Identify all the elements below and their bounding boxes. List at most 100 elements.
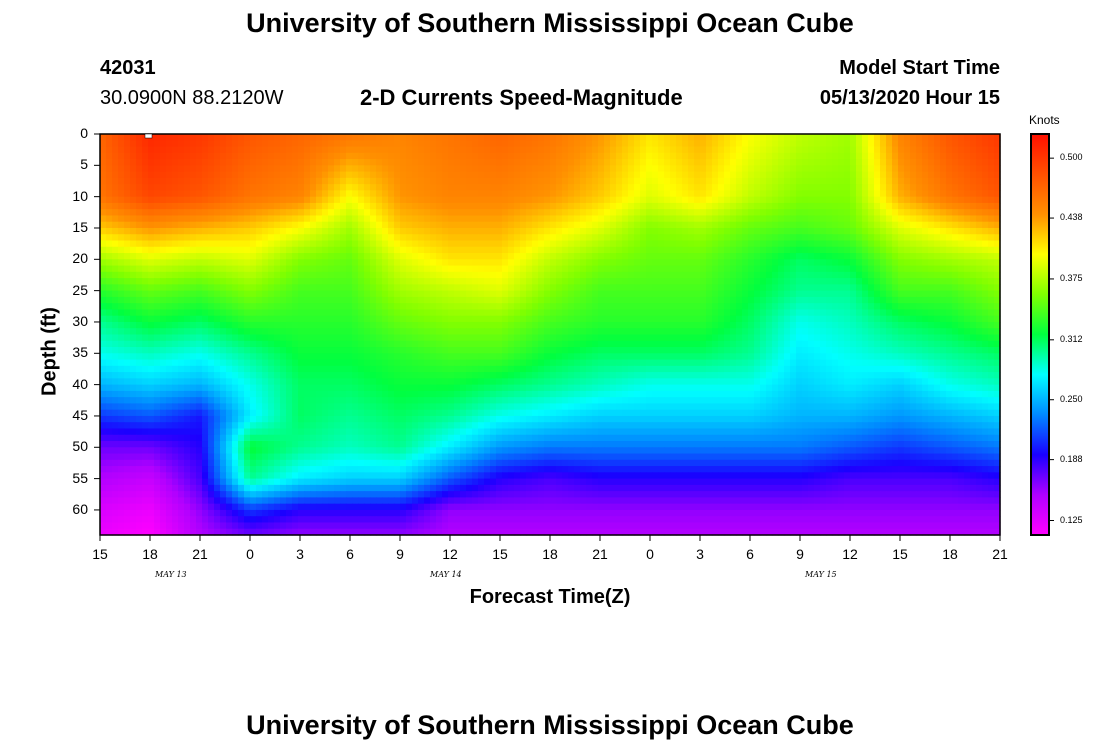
heatmap-cell: [112, 177, 119, 185]
heatmap-cell: [142, 303, 149, 311]
heatmap-cell: [316, 209, 323, 217]
heatmap-cell: [670, 271, 677, 279]
heatmap-cell: [736, 215, 743, 223]
heatmap-cell: [280, 184, 287, 191]
heatmap-cell: [304, 246, 311, 254]
heatmap-cell: [808, 221, 815, 229]
heatmap-cell: [202, 146, 209, 154]
heatmap-cell: [964, 240, 971, 248]
heatmap-cell: [526, 259, 533, 267]
heatmap-cell: [190, 259, 197, 267]
heatmap-cell: [508, 315, 515, 323]
heatmap-cell: [574, 290, 581, 298]
heatmap-cell: [364, 259, 371, 267]
heatmap-cell: [874, 215, 881, 223]
heatmap-cell: [472, 140, 479, 148]
heatmap-cell: [760, 309, 767, 317]
heatmap-cell: [784, 227, 791, 235]
heatmap-cell: [994, 315, 1001, 323]
heatmap-cell: [352, 171, 359, 179]
heatmap-cell: [820, 284, 827, 292]
heatmap-cell: [808, 209, 815, 217]
heatmap-cell: [592, 271, 599, 279]
heatmap-cell: [844, 202, 851, 210]
heatmap-cell: [592, 202, 599, 210]
heatmap-cell: [910, 165, 917, 173]
heatmap-cell: [832, 177, 839, 185]
heatmap-cell: [382, 309, 389, 317]
heatmap-cell: [190, 159, 197, 166]
heatmap-cell: [874, 190, 881, 198]
heatmap-cell: [850, 328, 857, 336]
heatmap-cell: [340, 240, 347, 248]
heatmap-cell: [730, 196, 737, 204]
heatmap-cell: [826, 215, 833, 223]
heatmap-cell: [976, 227, 983, 235]
heatmap-cell: [922, 146, 929, 154]
heatmap-cell: [148, 177, 155, 185]
heatmap-cell: [244, 171, 251, 179]
heatmap-cell: [340, 171, 347, 179]
heatmap-cell: [262, 240, 269, 248]
heatmap-cell: [508, 290, 515, 298]
heatmap-cell: [694, 278, 701, 285]
heatmap-cell: [238, 146, 245, 154]
heatmap-cell: [244, 190, 251, 198]
heatmap-cell: [808, 259, 815, 267]
heatmap-cell: [946, 315, 953, 323]
heatmap-cell: [964, 246, 971, 254]
heatmap-cell: [550, 209, 557, 217]
heatmap-cell: [394, 321, 401, 329]
heatmap-cell: [850, 271, 857, 279]
heatmap-cell: [892, 265, 899, 273]
heatmap-cell: [946, 234, 953, 242]
heatmap-cell: [784, 159, 791, 166]
heatmap-cell: [502, 215, 509, 223]
heatmap-cell: [874, 171, 881, 179]
heatmap-cell: [910, 171, 917, 179]
heatmap-cell: [670, 134, 677, 141]
heatmap-cell: [304, 309, 311, 317]
heatmap-cell: [904, 328, 911, 336]
heatmap-cell: [676, 140, 683, 148]
heatmap-cell: [970, 165, 977, 173]
heatmap-cell: [130, 184, 137, 191]
heatmap-cell: [316, 234, 323, 242]
heatmap-cell: [436, 190, 443, 198]
heatmap-cell: [328, 340, 335, 348]
heatmap-cell: [886, 328, 893, 336]
heatmap-cell: [424, 284, 431, 292]
heatmap-cell: [880, 165, 887, 173]
heatmap-cell: [226, 209, 233, 217]
heatmap-cell: [376, 146, 383, 154]
heatmap-cell: [142, 309, 149, 317]
heatmap-cell: [340, 227, 347, 235]
heatmap-cell: [448, 240, 455, 248]
heatmap-cell: [820, 265, 827, 273]
heatmap-cell: [736, 184, 743, 191]
heatmap-cell: [334, 152, 341, 160]
heatmap-cell: [412, 284, 419, 292]
heatmap-cell: [862, 221, 869, 229]
heatmap-cell: [160, 321, 167, 329]
heatmap-cell: [196, 165, 203, 173]
heatmap-cell: [568, 134, 575, 141]
heatmap-cell: [142, 340, 149, 348]
heatmap-cell: [286, 202, 293, 210]
heatmap-cell: [502, 196, 509, 204]
heatmap-cell: [202, 259, 209, 267]
heatmap-cell: [526, 221, 533, 229]
heatmap-cell: [502, 234, 509, 242]
heatmap-cell: [400, 146, 407, 154]
heatmap-cell: [292, 259, 299, 267]
heatmap-cell: [982, 240, 989, 248]
heatmap-cell: [172, 271, 179, 279]
heatmap-cell: [202, 290, 209, 298]
heatmap-cell: [268, 296, 275, 304]
heatmap-cell: [712, 190, 719, 198]
heatmap-cell: [970, 184, 977, 191]
heatmap-cell: [292, 303, 299, 311]
heatmap-cell: [442, 140, 449, 148]
heatmap-cell: [472, 177, 479, 185]
heatmap-cell: [880, 140, 887, 148]
